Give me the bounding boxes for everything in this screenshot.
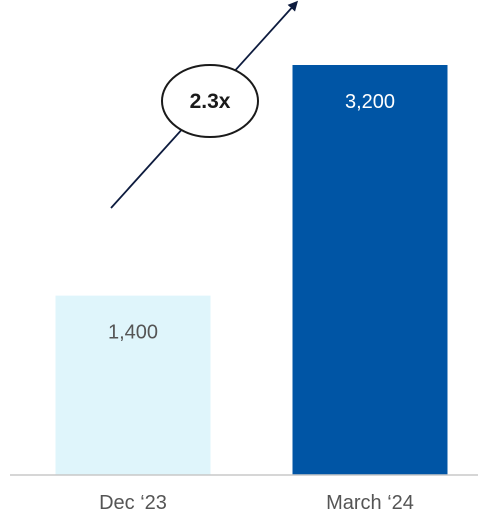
bar-value-label-1: 3,200 [345,91,395,113]
x-tick-label-0: Dec ‘23 [99,492,167,514]
bar-1 [292,65,448,475]
growth-callout-label: 2.3x [190,90,231,113]
value-labels-group: 1,400 3,200 [108,91,395,344]
growth-callout-circle [161,64,259,138]
bar-value-label-0: 1,400 [108,322,158,344]
x-tick-labels-group: Dec ‘23 March ‘24 [99,492,414,514]
bars-group [55,65,448,475]
bar-0 [55,295,211,475]
x-tick-label-1: March ‘24 [326,492,414,514]
